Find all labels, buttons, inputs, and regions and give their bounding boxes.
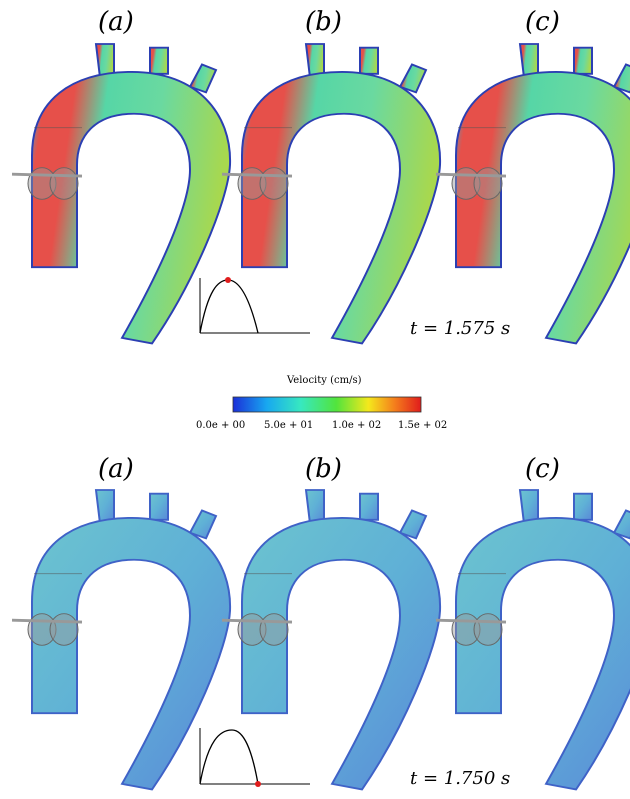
time-label-bottom: t = 1.750 s — [410, 768, 510, 789]
valve-a — [11, 167, 83, 200]
top-vessel-c — [435, 43, 630, 345]
colorbar-tick-3: 1.5e + 02 — [398, 420, 447, 431]
colorbar: Velocity (cm/s) 0.0e + 00 5.0e + 01 1.0e… — [196, 375, 447, 431]
top-vessel-b — [221, 43, 442, 345]
colorbar-gradient — [232, 396, 422, 413]
top-panel-label-b: (b) — [305, 7, 342, 37]
bottom-panel-label-a: (a) — [98, 454, 134, 484]
top-panel-label-c: (c) — [525, 7, 560, 37]
colorbar-tick-1: 5.0e + 01 — [264, 420, 313, 431]
valve-bottom-c — [435, 613, 507, 646]
waveform-marker-bottom — [255, 781, 261, 787]
bottom-row: (a) (b) (c) — [11, 454, 630, 791]
bottom-panel-label-b: (b) — [305, 454, 342, 484]
bottom-panel-label-c: (c) — [525, 454, 560, 484]
top-panel-label-a: (a) — [98, 7, 134, 37]
bottom-vessel-c — [435, 489, 630, 791]
top-row: (a) (b) (c) — [11, 7, 630, 345]
colorbar-tick-2: 1.0e + 02 — [332, 420, 381, 431]
waveform-marker-top — [225, 277, 231, 283]
top-vessel-a — [11, 43, 232, 345]
colorbar-title: Velocity (cm/s) — [286, 375, 362, 386]
time-label-top: t = 1.575 s — [410, 318, 510, 339]
top-waveform-inset — [199, 277, 310, 334]
bottom-waveform-inset — [199, 728, 310, 787]
bottom-vessel-b — [221, 489, 442, 791]
colorbar-tick-0: 0.0e + 00 — [196, 420, 245, 431]
valve-b — [221, 167, 293, 200]
valve-bottom-a — [11, 613, 83, 646]
valve-bottom-b — [221, 613, 293, 646]
bottom-vessel-a — [11, 489, 232, 791]
valve-c — [435, 167, 507, 200]
